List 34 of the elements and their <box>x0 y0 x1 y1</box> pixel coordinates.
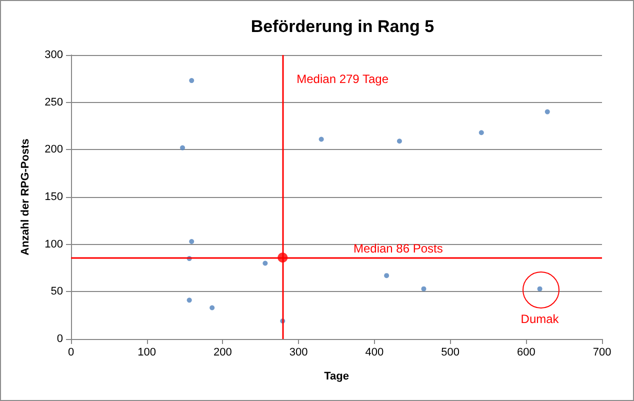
x-tick-label: 700 <box>592 346 612 358</box>
y-tick-label: 200 <box>44 144 63 156</box>
y-tick-label: 300 <box>44 49 63 61</box>
point <box>384 273 390 278</box>
ref-line-label: Median 86 Posts <box>353 242 443 256</box>
x-tick-label: 400 <box>365 346 384 358</box>
x-tick-label: 200 <box>214 346 232 358</box>
point <box>210 305 215 310</box>
y-tick-label: 0 <box>56 333 63 345</box>
x-axis-title: Tage <box>324 370 349 382</box>
point <box>421 286 426 292</box>
y-tick-label: 250 <box>44 96 63 108</box>
point <box>396 138 402 144</box>
chart-title: Beförderung in Rang 5 <box>250 17 434 36</box>
point <box>544 109 550 114</box>
x-tick-label: 500 <box>441 346 460 358</box>
annotation: Dumak <box>520 312 560 326</box>
y-tick-label: 100 <box>44 238 63 250</box>
y-axis-title: Anzahl der RPG-Posts <box>20 138 32 256</box>
x-tick-label: 100 <box>138 346 156 358</box>
point <box>189 78 194 84</box>
point <box>318 136 324 142</box>
x-tick-label: 600 <box>516 346 536 358</box>
y-tick-label: 150 <box>44 191 63 203</box>
point <box>537 286 542 292</box>
point <box>186 298 192 303</box>
point <box>262 260 268 266</box>
ref-line-label: Median 279 Tage <box>296 72 389 86</box>
point <box>189 238 194 244</box>
x-tick-label: 300 <box>289 346 308 358</box>
y-tick-label: 50 <box>50 286 63 298</box>
point <box>180 145 186 150</box>
x-tick-label: 0 <box>68 346 74 358</box>
point <box>478 130 484 136</box>
